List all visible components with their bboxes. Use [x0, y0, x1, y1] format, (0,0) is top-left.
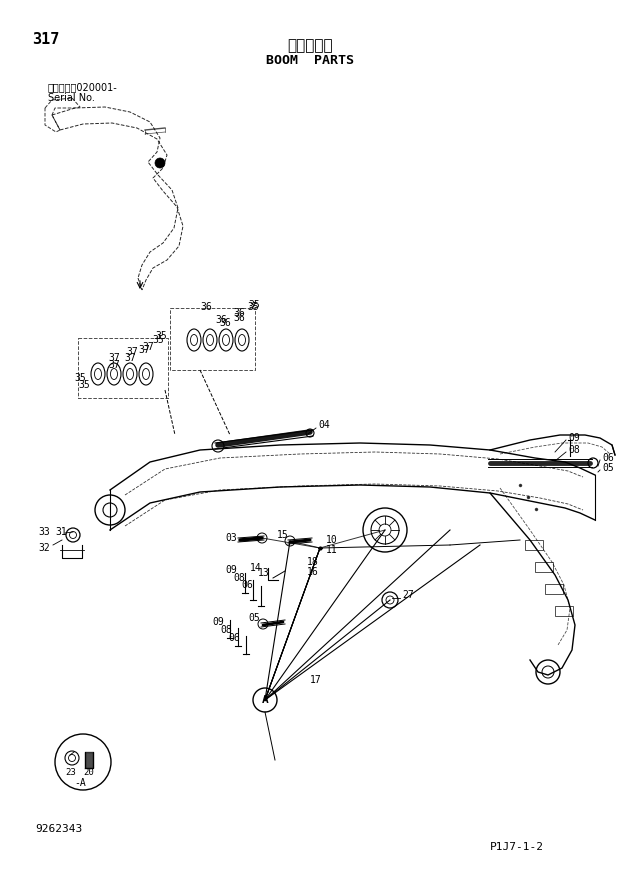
- Text: 9262343: 9262343: [35, 824, 82, 834]
- Text: 35: 35: [152, 335, 164, 345]
- Text: 05: 05: [248, 613, 260, 623]
- Text: 適用号機　020001-: 適用号機 020001-: [48, 82, 118, 92]
- Text: 08: 08: [568, 445, 580, 455]
- Text: 23: 23: [65, 768, 76, 777]
- Text: 10: 10: [326, 535, 338, 545]
- Text: 16: 16: [307, 567, 319, 577]
- Text: 17: 17: [310, 675, 322, 685]
- Text: 37: 37: [126, 347, 138, 357]
- Text: BOOM  PARTS: BOOM PARTS: [266, 54, 354, 67]
- Text: 35: 35: [247, 302, 259, 312]
- Text: ブーム部品: ブーム部品: [287, 38, 333, 53]
- Text: 37: 37: [138, 345, 150, 355]
- Text: 35: 35: [78, 380, 90, 390]
- Text: 06: 06: [602, 453, 614, 463]
- Text: 32: 32: [38, 543, 50, 553]
- Text: 09: 09: [568, 433, 580, 443]
- Text: 09: 09: [212, 617, 224, 627]
- Text: 35: 35: [248, 300, 260, 310]
- Text: 05: 05: [602, 463, 614, 473]
- Text: 35: 35: [155, 331, 167, 341]
- Text: 317: 317: [32, 32, 60, 47]
- Text: 35: 35: [74, 373, 86, 383]
- Text: 31: 31: [55, 527, 67, 537]
- Text: 37: 37: [108, 353, 120, 363]
- Text: 37: 37: [124, 353, 136, 363]
- Circle shape: [155, 158, 165, 168]
- Text: P1J7-1-2: P1J7-1-2: [490, 842, 544, 852]
- Text: 37: 37: [108, 360, 120, 370]
- Polygon shape: [85, 752, 93, 768]
- Text: Serial No.: Serial No.: [48, 93, 95, 103]
- Text: 36: 36: [215, 315, 227, 325]
- Text: 20: 20: [83, 768, 94, 777]
- Text: A: A: [262, 695, 268, 705]
- Text: 04: 04: [318, 420, 330, 430]
- Text: 33: 33: [38, 527, 50, 537]
- Text: 27: 27: [402, 590, 414, 600]
- Text: -A: -A: [74, 778, 86, 788]
- Text: 13: 13: [258, 568, 270, 578]
- Text: 06: 06: [228, 633, 240, 643]
- Text: 36: 36: [219, 318, 231, 328]
- Text: 37: 37: [142, 342, 154, 352]
- Text: 36: 36: [233, 313, 245, 323]
- Text: 09: 09: [225, 565, 237, 575]
- Text: 18: 18: [307, 557, 319, 567]
- Text: 03: 03: [225, 533, 237, 543]
- Text: 14: 14: [250, 563, 262, 573]
- Text: 08: 08: [220, 625, 232, 635]
- Text: 11: 11: [326, 545, 338, 555]
- Text: 15: 15: [277, 530, 289, 540]
- Text: 36: 36: [233, 308, 245, 318]
- Text: 06: 06: [241, 580, 253, 590]
- Text: 36: 36: [200, 302, 212, 312]
- Text: 08: 08: [233, 573, 245, 583]
